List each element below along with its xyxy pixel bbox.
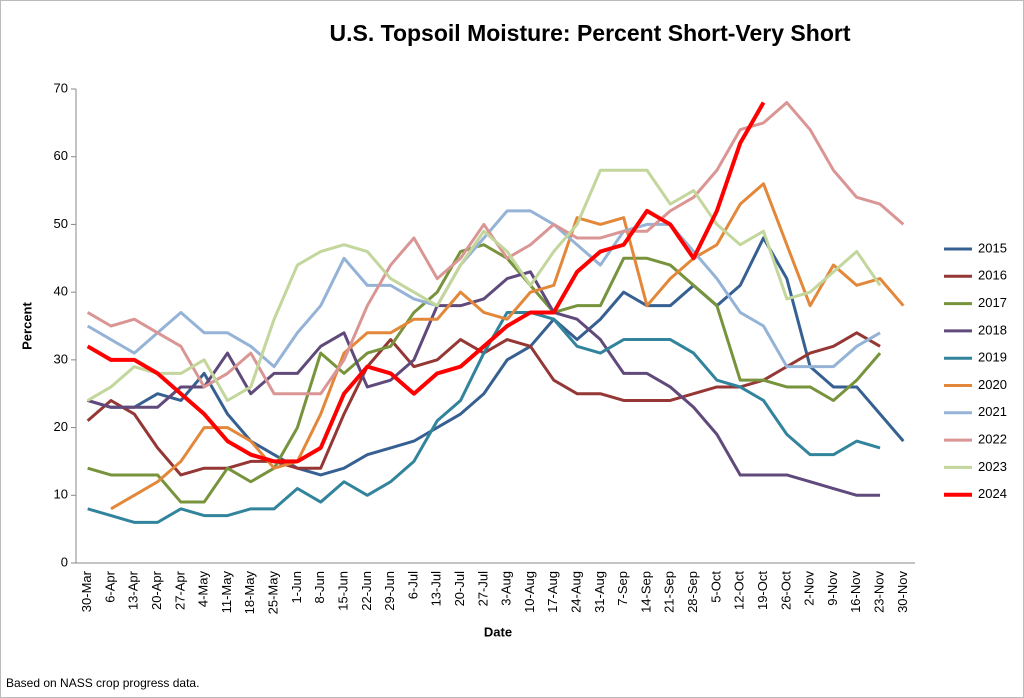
x-tick-label: 30-Nov (895, 571, 910, 613)
x-axis-label: Date (484, 624, 512, 639)
legend-label: 2016 (978, 268, 1007, 283)
x-tick-label: 22-Jun (359, 571, 374, 611)
x-tick-label: 5-Oct (708, 571, 723, 603)
y-tick-label: 30 (54, 351, 68, 366)
chart-title: U.S. Topsoil Moisture: Percent Short-Ver… (330, 20, 851, 46)
y-tick-label: 10 (54, 487, 68, 502)
x-tick-label: 27-Apr (172, 570, 187, 610)
line-series (110, 182, 905, 511)
x-tick-label: 18-May (242, 571, 257, 615)
y-axis-label: Percent (19, 301, 34, 349)
y-tick-label: 40 (54, 284, 68, 299)
legend-label: 2020 (978, 377, 1007, 392)
line-series (86, 209, 881, 369)
x-tick-label: 23-Nov (871, 571, 886, 613)
x-tick-label: 2-Nov (802, 571, 817, 606)
x-tick-label: 13-Jul (429, 571, 444, 607)
y-tick-label: 60 (54, 148, 68, 163)
line-series (87, 310, 881, 524)
x-tick-label: 6-Apr (102, 570, 117, 602)
x-tick-label: 11-May (219, 571, 234, 614)
x-tick-label: 16-Nov (848, 571, 863, 613)
x-tick-label: 19-Oct (755, 571, 770, 610)
legend-label: 2023 (978, 459, 1007, 474)
x-tick-label: 13-Apr (126, 570, 141, 610)
line-series (86, 168, 882, 402)
x-tick-label: 9-Nov (825, 571, 840, 606)
x-tick-label: 20-Jul (452, 571, 467, 607)
legend-label: 2022 (978, 432, 1007, 447)
x-tick-label: 6-Jul (405, 571, 420, 599)
x-tick-label: 10-Aug (522, 571, 537, 613)
x-tick-label: 25-May (266, 571, 281, 615)
legend-label: 2015 (978, 240, 1007, 255)
y-tick-label: 0 (61, 554, 68, 569)
x-tick-label: 15-Jun (335, 571, 350, 611)
x-tick-label: 28-Sep (685, 571, 700, 613)
legend-label: 2018 (978, 322, 1007, 337)
line-series (87, 243, 882, 504)
x-tick-label: 26-Oct (778, 571, 793, 610)
legend-label: 2021 (978, 404, 1007, 419)
legend-label: 2024 (978, 486, 1007, 501)
x-tick-label: 12-Oct (732, 571, 747, 610)
x-tick-label: 24-Aug (569, 571, 584, 613)
legend-label: 2019 (978, 350, 1007, 365)
x-tick-label: 8-Jun (312, 571, 327, 604)
y-tick-label: 70 (54, 80, 68, 95)
x-tick-label: 21-Sep (662, 571, 677, 613)
x-tick-label: 31-Aug (592, 571, 607, 613)
x-tick-label: 27-Jul (475, 571, 490, 607)
x-tick-label: 7-Sep (615, 571, 630, 606)
x-tick-label: 1-Jun (289, 571, 304, 604)
x-tick-label: 17-Aug (545, 571, 560, 613)
x-tick-label: 20-Apr (149, 570, 164, 610)
line-series (86, 101, 766, 464)
x-tick-label: 14-Sep (638, 571, 653, 613)
footnote: Based on NASS crop progress data. (6, 676, 199, 690)
y-tick-label: 20 (54, 419, 68, 434)
x-tick-label: 4-May (196, 571, 211, 608)
x-tick-label: 30-Mar (79, 570, 94, 612)
x-tick-label: 3-Aug (499, 571, 514, 606)
line-series (87, 270, 881, 497)
y-tick-label: 50 (54, 216, 68, 231)
x-tick-label: 29-Jun (382, 571, 397, 611)
legend-label: 2017 (978, 295, 1007, 310)
